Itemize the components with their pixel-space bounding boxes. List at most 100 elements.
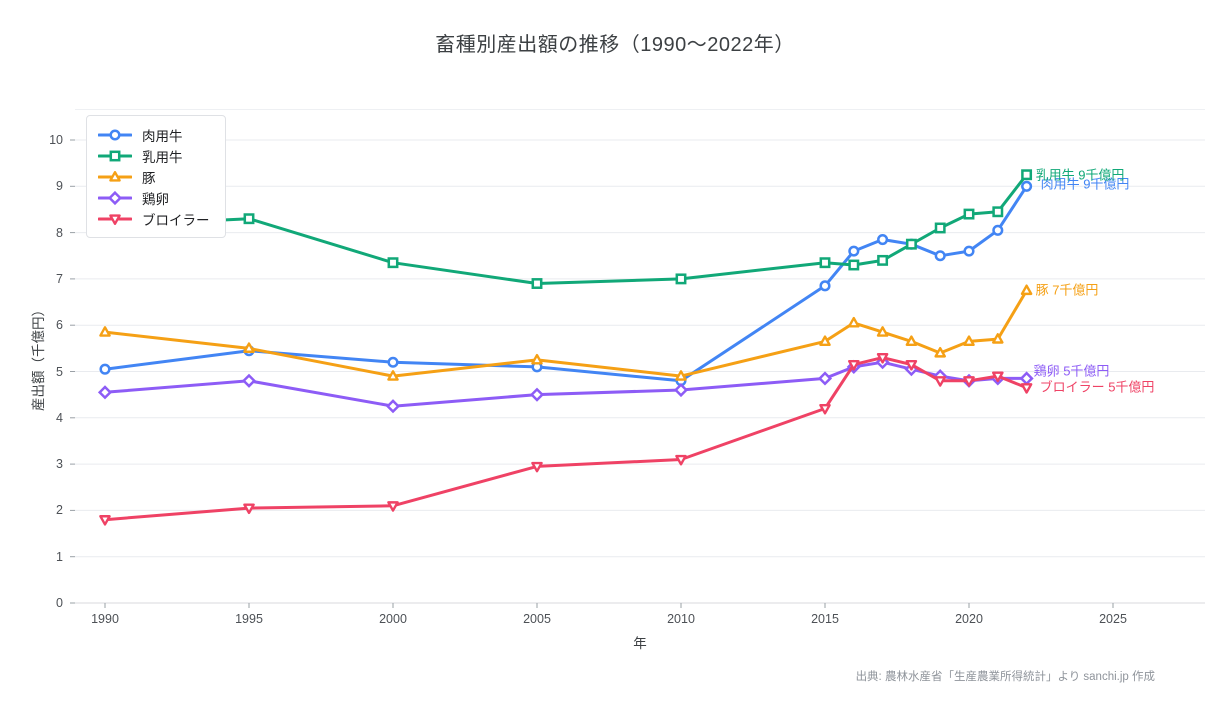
- data-point-marker: [819, 335, 831, 347]
- data-point-marker: [848, 359, 860, 371]
- x-tick-label: 1990: [91, 612, 119, 626]
- y-tick-label: 6: [56, 318, 63, 333]
- x-tick-label: 1995: [235, 612, 263, 626]
- data-point-marker: [1021, 180, 1033, 192]
- data-point-marker: [673, 382, 689, 398]
- legend-swatch-icon: [98, 150, 132, 161]
- data-point-marker: [241, 373, 257, 388]
- data-point-marker: [243, 503, 255, 515]
- data-point-marker: [387, 356, 399, 368]
- data-point-marker: [1021, 169, 1033, 181]
- legend-item-4[interactable]: 鶏卵: [98, 187, 210, 208]
- data-point-marker: [905, 238, 917, 250]
- data-point-marker: [529, 387, 545, 402]
- x-tick-label: 2015: [811, 612, 839, 626]
- data-point-marker: [109, 170, 121, 182]
- data-point-marker: [934, 346, 946, 358]
- data-point-marker: [1020, 284, 1033, 296]
- legend-label: 豚: [142, 170, 156, 186]
- legend-item-5[interactable]: ブロイラー: [98, 208, 210, 229]
- data-point-marker: [99, 363, 111, 375]
- legend-label: 肉用牛: [142, 128, 183, 144]
- legend-swatch-icon: [98, 128, 132, 141]
- data-point-marker: [531, 278, 543, 289]
- data-point-marker: [675, 370, 687, 381]
- data-point-marker: [819, 257, 831, 269]
- x-tick-label: 2025: [1099, 612, 1127, 626]
- data-point-marker: [992, 224, 1004, 236]
- series-annotation: ブロイラー 5千億円: [1040, 380, 1155, 395]
- data-point-marker: [109, 150, 121, 161]
- data-point-marker: [992, 333, 1004, 344]
- plot-area: 肉用牛 9千億円 乳用牛 9千億円豚 7千億円 鶏卵 5千億円ブロイラー 5千億円: [70, 109, 1205, 608]
- y-tick-label: 4: [56, 410, 63, 425]
- data-point-marker: [905, 335, 918, 347]
- data-point-marker: [531, 353, 543, 365]
- data-point-marker: [819, 280, 831, 292]
- y-tick-label: 10: [49, 133, 63, 147]
- y-tick-label: 1: [56, 549, 63, 564]
- y-tick-label: 0: [56, 596, 63, 610]
- data-point-marker: [1020, 383, 1033, 394]
- x-axis-label: 年: [633, 636, 647, 651]
- x-tick-label: 2005: [523, 612, 551, 626]
- data-point-marker: [992, 206, 1004, 218]
- y-tick-label: 8: [56, 225, 63, 240]
- data-point-marker: [99, 326, 111, 337]
- series-annotation: 肉用牛 9千億円: [1041, 176, 1130, 191]
- data-point-marker: [99, 515, 111, 526]
- data-point-marker: [243, 213, 255, 225]
- legend-item-3[interactable]: 豚: [98, 166, 210, 187]
- data-point-marker: [97, 385, 113, 400]
- data-point-marker: [387, 501, 399, 512]
- data-point-marker: [107, 190, 123, 205]
- data-point-marker: [385, 399, 401, 414]
- data-point-marker: [877, 233, 889, 246]
- y-tick-label: 9: [56, 179, 63, 194]
- data-point-marker: [675, 273, 687, 285]
- data-point-marker: [848, 245, 860, 257]
- data-point-marker: [963, 208, 975, 220]
- data-point-marker: [243, 342, 255, 353]
- data-point-marker: [848, 316, 860, 328]
- legend-swatch-icon: [98, 213, 132, 225]
- legend-swatch-icon: [98, 170, 132, 182]
- data-point-marker: [675, 454, 687, 466]
- data-point-marker: [876, 353, 889, 364]
- data-point-marker: [109, 128, 121, 141]
- data-point-marker: [1019, 371, 1034, 386]
- data-point-marker: [109, 213, 121, 225]
- data-point-marker: [877, 254, 889, 266]
- y-tick-label: 7: [56, 271, 63, 286]
- series-line-2: [103, 173, 1029, 285]
- data-point-marker: [934, 376, 946, 387]
- legend-label: 鶏卵: [142, 191, 169, 207]
- chart-title: 畜種別産出額の推移（1990〜2022年）: [435, 34, 795, 56]
- data-point-marker: [531, 461, 543, 473]
- data-point-marker: [992, 371, 1004, 383]
- data-point-marker: [905, 359, 918, 371]
- y-tick-label: 3: [56, 457, 63, 472]
- series-annotation: 豚 7千億円: [1036, 283, 1099, 298]
- legend-label: 乳用牛: [142, 149, 183, 165]
- legend-swatch-icon: [98, 190, 132, 205]
- data-point-marker: [934, 222, 946, 234]
- legend-item-1[interactable]: 肉用牛: [98, 124, 210, 145]
- data-point-marker: [848, 259, 860, 271]
- data-point-marker: [387, 257, 399, 269]
- data-point-marker: [934, 250, 946, 262]
- legend-item-2[interactable]: 乳用牛: [98, 145, 210, 166]
- x-tick-label: 2000: [379, 612, 407, 626]
- data-point-marker: [963, 245, 975, 257]
- data-point-marker: [876, 326, 889, 337]
- legend-label: ブロイラー: [142, 212, 210, 228]
- data-point-marker: [963, 335, 975, 347]
- data-point-marker: [387, 370, 399, 381]
- x-tick-label: 2010: [667, 612, 695, 626]
- series-annotation: 乳用牛 9千億円: [1036, 168, 1125, 183]
- series-annotation: 鶏卵 5千億円: [1034, 363, 1110, 378]
- data-point-marker: [963, 376, 975, 387]
- source-attribution: 出典: 農林水産省「生産農業所得統計」より sanchi.jp 作成: [855, 671, 1155, 683]
